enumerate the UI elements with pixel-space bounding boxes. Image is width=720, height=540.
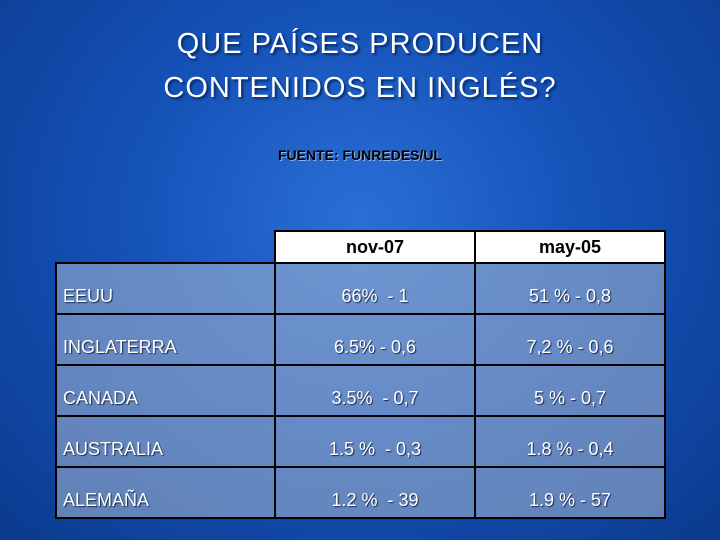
value-cell: 51 % - 0,8 <box>474 262 666 315</box>
country-cell: ALEMAÑA <box>55 466 276 519</box>
value-cell: 3.5% - 0,7 <box>274 364 476 417</box>
table-row: EEUU 66% - 1 51 % - 0,8 <box>55 262 666 315</box>
country-cell: INGLATERRA <box>55 313 276 366</box>
value-cell: 6.5% - 0,6 <box>274 313 476 366</box>
column-header: may-05 <box>474 230 666 264</box>
title-line: QUE PAÍSES PRODUCEN <box>176 28 544 60</box>
value-cell: 1.5 % - 0,3 <box>274 415 476 468</box>
table-row: INGLATERRA 6.5% - 0,6 7,2 % - 0,6 <box>55 313 666 366</box>
header-row: nov-07 may-05 <box>56 230 666 264</box>
value-cell: 1.2 % - 39 <box>274 466 476 519</box>
country-cell: AUSTRALIA <box>55 415 276 468</box>
value-cell: 66% - 1 <box>274 262 476 315</box>
value-cell: 1.8 % - 0,4 <box>474 415 666 468</box>
table-body: EEUU 66% - 1 51 % - 0,8 INGLATERRA 6.5% - 0,… <box>55 262 666 519</box>
blank-header <box>56 231 275 264</box>
table-row: AUSTRALIA 1.5 % - 0,3 1.8 % - 0,4 <box>55 415 666 468</box>
value-cell: 7,2 % - 0,6 <box>474 313 666 366</box>
source: FUENTE: FUNREDES/UL <box>277 147 443 163</box>
title-line: CONTENIDOS EN INGLÉS? <box>163 72 557 104</box>
table-row: CANADA 3.5% - 0,7 5 % - 0,7 <box>55 364 666 417</box>
table-row: ALEMAÑA 1.2 % - 39 1.9 % - 57 <box>55 466 666 519</box>
table: nov-07 may-05 EEUU 66% - 1 51 % - 0,8 INGLA… <box>55 230 666 519</box>
column-header: nov-07 <box>274 230 476 264</box>
value-cell: 5 % - 0,7 <box>474 364 666 417</box>
country-cell: EEUU <box>55 262 276 315</box>
value-cell: 1.9 % - 57 <box>474 466 666 519</box>
country-cell: CANADA <box>55 364 276 417</box>
